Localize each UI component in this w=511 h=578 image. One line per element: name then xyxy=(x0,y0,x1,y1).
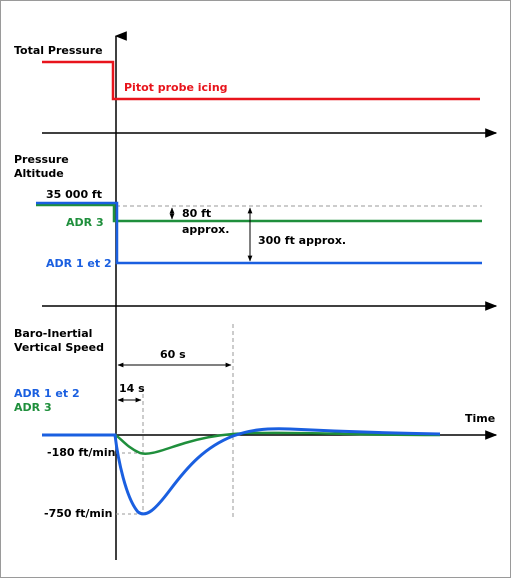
altitude-35000-label: 35 000 ft xyxy=(46,188,102,201)
dimension-80ft-label-line2: approx. xyxy=(182,223,229,236)
adr12-vs-legend: ADR 1 et 2 xyxy=(14,387,80,400)
dimension-60s-label: 60 s xyxy=(160,348,186,361)
total-pressure-line xyxy=(42,60,480,101)
baro-inertial-label-line2: Vertical Speed xyxy=(14,341,104,354)
adr3-altitude-line xyxy=(36,203,482,223)
vs-180-label: -180 ft/min xyxy=(47,446,115,459)
adr3-vs-legend: ADR 3 xyxy=(14,401,52,414)
pressure-altitude-label-line2: Altitude xyxy=(14,167,64,180)
pitot-icing-label: Pitot probe icing xyxy=(124,81,228,94)
adr3-vertical-speed-curve xyxy=(42,431,441,455)
adr12-vertical-speed-curve xyxy=(42,427,441,516)
dimension-14s-label: 14 s xyxy=(119,382,145,395)
vs-750-label: -750 ft/min xyxy=(44,507,112,520)
time-axis-label: Time xyxy=(465,412,495,425)
adr3-altitude-label: ADR 3 xyxy=(66,216,104,229)
adr12-altitude-line xyxy=(36,201,482,265)
adr12-altitude-label: ADR 1 et 2 xyxy=(46,257,112,270)
dimension-80ft-label-line1: 80 ft xyxy=(182,207,211,220)
dimension-300ft-label: 300 ft approx. xyxy=(258,234,346,247)
baro-inertial-label-line1: Baro-Inertial xyxy=(14,327,92,340)
total-pressure-label: Total Pressure xyxy=(14,44,103,57)
pressure-altitude-label-line1: Pressure xyxy=(14,153,69,166)
